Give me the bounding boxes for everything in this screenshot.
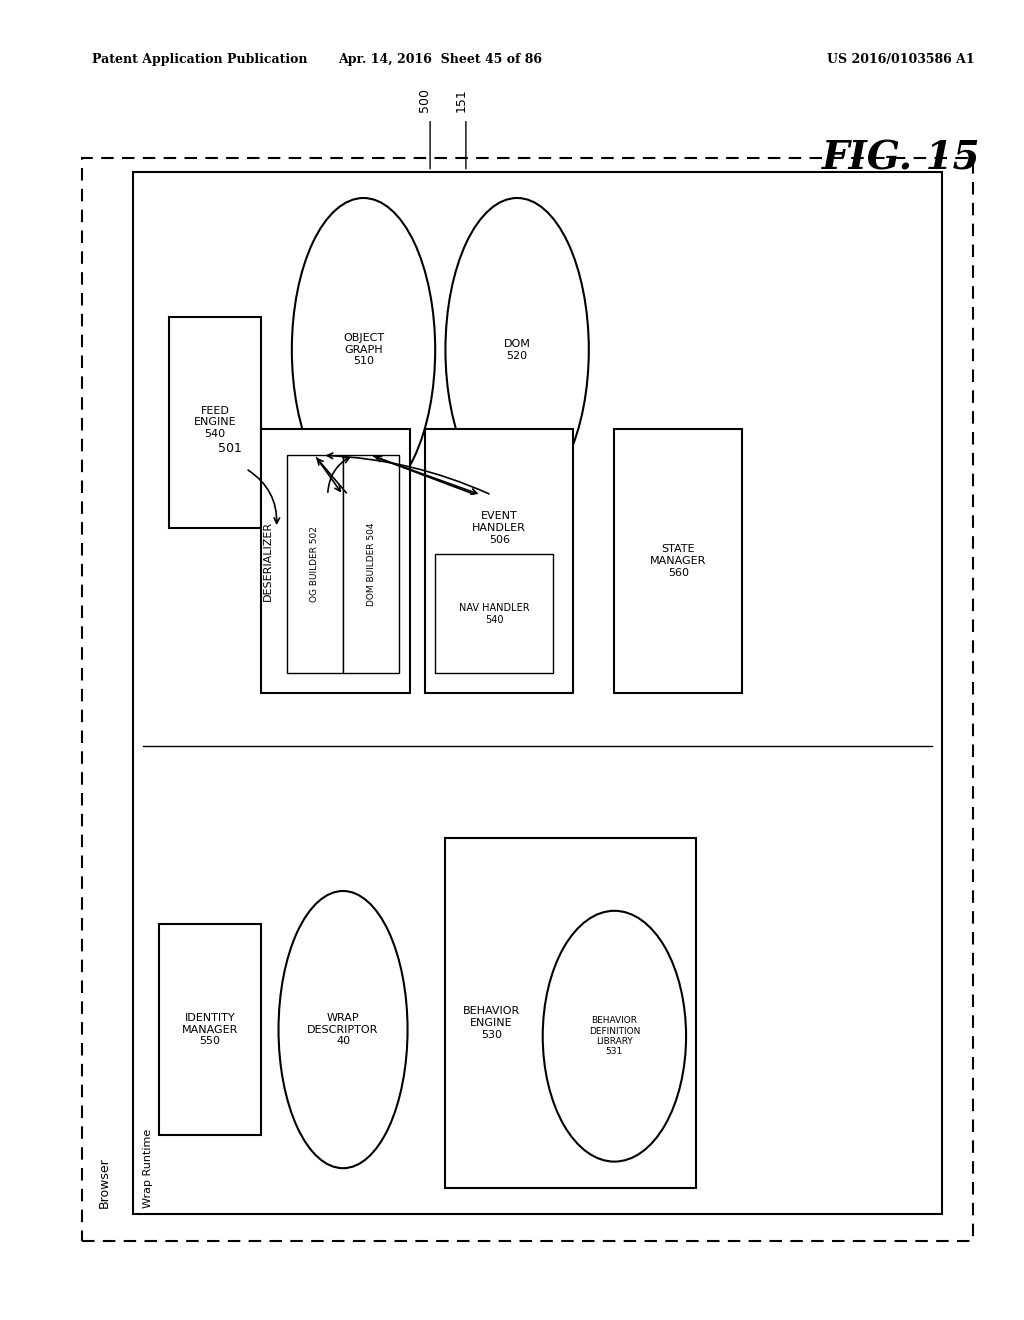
Text: US 2016/0103586 A1: US 2016/0103586 A1 [827, 53, 975, 66]
FancyBboxPatch shape [159, 924, 261, 1135]
Ellipse shape [279, 891, 408, 1168]
FancyBboxPatch shape [133, 172, 942, 1214]
Text: 501: 501 [218, 442, 243, 455]
FancyBboxPatch shape [445, 838, 696, 1188]
Text: IDENTITY
MANAGER
550: IDENTITY MANAGER 550 [181, 1012, 239, 1047]
FancyBboxPatch shape [82, 158, 973, 1241]
Text: EVENT
HANDLER
506: EVENT HANDLER 506 [472, 511, 526, 545]
FancyBboxPatch shape [287, 455, 343, 673]
Text: 151: 151 [455, 88, 467, 112]
Text: FEED
ENGINE
540: FEED ENGINE 540 [194, 405, 237, 440]
FancyBboxPatch shape [169, 317, 261, 528]
FancyBboxPatch shape [343, 455, 399, 673]
Text: Wrap Runtime: Wrap Runtime [143, 1129, 154, 1208]
Text: Patent Application Publication: Patent Application Publication [92, 53, 307, 66]
Text: OBJECT
GRAPH
510: OBJECT GRAPH 510 [343, 333, 384, 367]
Text: DOM
520: DOM 520 [504, 339, 530, 360]
Text: 500: 500 [419, 88, 431, 112]
Ellipse shape [445, 198, 589, 502]
Ellipse shape [292, 198, 435, 502]
Text: DESERIALIZER: DESERIALIZER [263, 521, 273, 601]
Text: FIG. 15: FIG. 15 [822, 140, 980, 177]
Text: DOM BUILDER 504: DOM BUILDER 504 [367, 523, 376, 606]
Text: OG BUILDER 502: OG BUILDER 502 [310, 527, 319, 602]
Text: BEHAVIOR
ENGINE
530: BEHAVIOR ENGINE 530 [463, 1006, 520, 1040]
FancyBboxPatch shape [425, 429, 573, 693]
Text: BEHAVIOR
DEFINITION
LIBRARY
531: BEHAVIOR DEFINITION LIBRARY 531 [589, 1016, 640, 1056]
FancyBboxPatch shape [435, 554, 553, 673]
Ellipse shape [543, 911, 686, 1162]
Text: NAV HANDLER
540: NAV HANDLER 540 [459, 603, 529, 624]
FancyBboxPatch shape [261, 429, 410, 693]
Text: WRAP
DESCRIPTOR
40: WRAP DESCRIPTOR 40 [307, 1012, 379, 1047]
FancyBboxPatch shape [614, 429, 742, 693]
Text: Apr. 14, 2016  Sheet 45 of 86: Apr. 14, 2016 Sheet 45 of 86 [338, 53, 543, 66]
Text: STATE
MANAGER
560: STATE MANAGER 560 [650, 544, 707, 578]
Text: Browser: Browser [97, 1158, 111, 1208]
